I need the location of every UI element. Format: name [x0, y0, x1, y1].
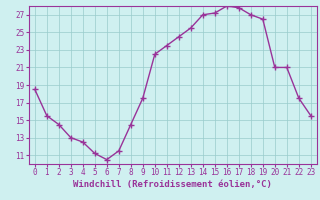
X-axis label: Windchill (Refroidissement éolien,°C): Windchill (Refroidissement éolien,°C) [73, 180, 272, 189]
